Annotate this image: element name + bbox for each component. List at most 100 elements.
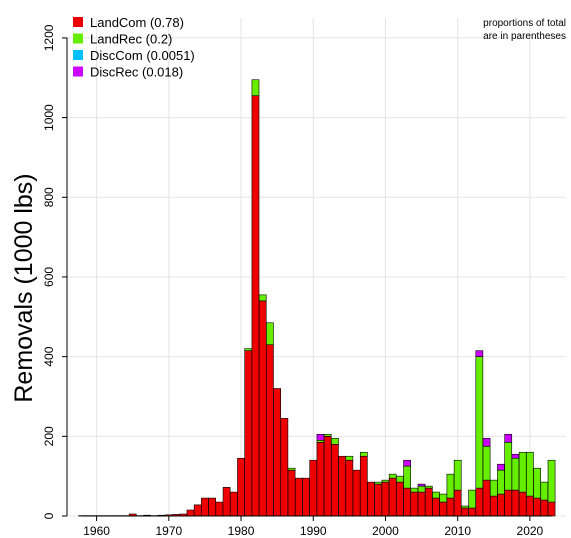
y-tick-label: 800 — [42, 187, 56, 207]
bar-segment — [417, 485, 426, 493]
x-axis: 1960 1970 1980 1990 2000 2010 2020 — [82, 515, 552, 538]
proportions-note-line-1: proportions of total — [483, 18, 566, 29]
bar-segment — [511, 457, 520, 491]
bar-segment — [482, 445, 491, 481]
x-tick-label: 1980 — [228, 524, 255, 538]
bar-segment — [439, 493, 448, 503]
bar-segment — [410, 487, 419, 493]
bar-segment — [403, 459, 411, 467]
bar-segment — [518, 451, 527, 493]
bar-segment — [388, 477, 397, 517]
bar-segment — [497, 493, 505, 517]
x-tick-label: 1970 — [155, 524, 182, 538]
bar-segment — [504, 434, 513, 443]
legend-swatch — [73, 50, 83, 60]
bar-segment — [417, 483, 426, 487]
bar-segment — [453, 489, 462, 517]
x-tick-label: 2020 — [517, 524, 544, 538]
bar-segment — [359, 455, 368, 517]
bar-segment — [511, 453, 520, 459]
bar-segment — [497, 469, 505, 495]
bar-segment — [396, 481, 404, 517]
bar-segment — [316, 441, 325, 517]
bar-segment — [497, 463, 505, 471]
bar-segment — [266, 322, 274, 345]
bar-segment — [273, 388, 281, 517]
bar-segment — [482, 438, 491, 447]
bar-segment — [316, 434, 325, 441]
bar-segment — [251, 95, 260, 517]
bar-segment — [287, 467, 296, 471]
bar-segment — [345, 455, 354, 461]
bar-segment — [244, 348, 253, 351]
bar-segment — [258, 294, 267, 302]
grid-lines — [67, 18, 566, 517]
bar-segment — [352, 469, 361, 517]
bar-segment — [323, 436, 332, 517]
bar-segment — [475, 487, 484, 517]
bar-segment — [518, 491, 527, 517]
bar-segment — [526, 451, 534, 497]
bar-segment — [417, 491, 426, 517]
bar-segment — [396, 475, 404, 483]
bar-segment — [482, 479, 491, 517]
bar-segment — [388, 473, 397, 479]
bar-segment — [338, 455, 346, 517]
bar-segment — [374, 483, 383, 517]
x-tick-label: 2010 — [444, 524, 471, 538]
bar-segment — [215, 501, 224, 517]
legend-swatch — [73, 66, 83, 77]
y-tick-label: 400 — [42, 346, 56, 366]
bar-segment — [237, 457, 245, 517]
bar-segment — [504, 489, 513, 517]
y-tick-label: 0 — [42, 512, 56, 519]
bar-segment — [359, 451, 368, 457]
bar-segment — [229, 491, 238, 517]
legend-label: DiscCom (0.0051) — [90, 48, 195, 63]
legend-swatch — [73, 33, 83, 44]
bar-segment — [468, 507, 476, 517]
bar-segment — [453, 459, 462, 491]
legend-label: LandRec (0.2) — [90, 32, 172, 47]
bar-segment — [345, 459, 354, 517]
bar-segment — [186, 509, 195, 517]
bar-segment — [287, 469, 296, 517]
bar-segment — [222, 487, 231, 517]
bar-segment — [193, 504, 202, 517]
bar-segment — [526, 495, 534, 517]
bar-segment — [446, 473, 455, 499]
y-tick-label: 1200 — [42, 24, 56, 51]
x-tick-label: 1960 — [83, 524, 110, 538]
y-axis-title: Removals (1000 lbs) — [10, 173, 38, 402]
bar-segment — [424, 485, 433, 489]
bar-segment — [432, 497, 440, 517]
bar-segment — [266, 344, 274, 517]
bar-segment — [489, 495, 498, 517]
bar-stack — [78, 79, 556, 517]
bar-segment — [475, 350, 484, 357]
bar-segment — [280, 418, 289, 517]
bar-segment — [302, 477, 310, 517]
bar-segment — [468, 489, 476, 509]
y-tick-label: 200 — [42, 426, 56, 446]
bar-segment — [374, 481, 383, 485]
bar-segment — [381, 479, 390, 483]
bar-segment — [533, 497, 541, 517]
bar-segment — [461, 507, 469, 517]
y-tick-label: 600 — [42, 267, 56, 287]
y-axis: 0 200 400 600 800 1000 1200 — [42, 24, 68, 519]
bar-segment — [403, 487, 411, 517]
bar-segment — [446, 497, 455, 517]
legend-swatch — [73, 17, 83, 27]
bar-segment — [540, 481, 549, 501]
bar-segment — [475, 356, 484, 489]
bar-segment — [201, 497, 209, 517]
bar-segment — [403, 465, 411, 489]
bar-segment — [432, 491, 440, 499]
bar-segment — [331, 438, 339, 445]
x-tick-label: 2000 — [372, 524, 399, 538]
legend-label: DiscRec (0.018) — [90, 65, 183, 80]
bar-segment — [533, 467, 541, 499]
bar-segment — [309, 459, 318, 517]
bar-segment — [331, 443, 339, 517]
